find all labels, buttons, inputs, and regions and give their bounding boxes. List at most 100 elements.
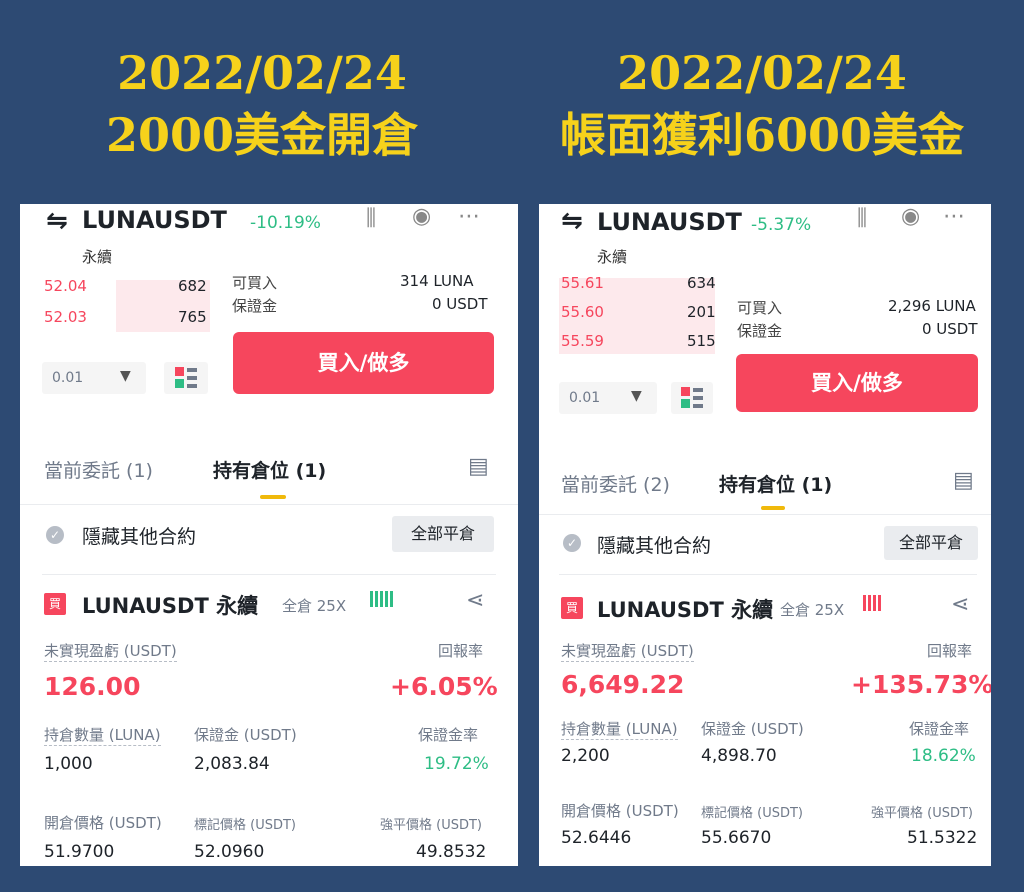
margin-ratio-label: 保證金率 (418, 726, 479, 744)
right-headline: 2022/02/24 帳面獲利6000美金 (522, 42, 1002, 166)
ask-qty: 201 (687, 303, 716, 321)
roe-value: +6.05% (390, 672, 498, 701)
tab-positions[interactable]: 持有倉位 (1) (213, 460, 327, 482)
tab-open-orders[interactable]: 當前委託 (1) (44, 460, 153, 482)
hide-other-contracts-label[interactable]: 隱藏其他合約 (82, 526, 197, 548)
settings-icon[interactable]: ◉ (901, 204, 921, 229)
depth-bar (116, 280, 210, 332)
candlestick-icon[interactable]: ⫼ (857, 206, 868, 231)
liquidation-price-value: 49.8532 (416, 842, 487, 862)
position-margin-label: 保證金 (USDT) (194, 726, 297, 744)
margin-ratio-value: 18.62% (911, 746, 976, 766)
close-all-button[interactable]: 全部平倉 (392, 516, 494, 552)
position-margin-value: 2,083.84 (194, 754, 270, 774)
unrealized-pnl-label: 未實現盈虧 (USDT) (561, 642, 694, 662)
liquidation-price-label: 強平價格 (USDT) (380, 818, 482, 833)
left-headline-date: 2022/02/24 (117, 46, 407, 100)
ask-qty: 682 (178, 277, 207, 295)
check-icon[interactable]: ✓ (563, 534, 581, 552)
entry-price-value: 51.9700 (44, 842, 115, 862)
depth-precision-select[interactable]: 0.01 ▼ (42, 362, 146, 394)
depth-precision-select[interactable]: 0.01 ▼ (559, 382, 657, 414)
position-mode: 全倉 25X (282, 597, 347, 615)
ask-price[interactable]: 55.60 (561, 303, 604, 321)
buy-long-button[interactable]: 買入/做多 (736, 354, 978, 412)
more-icon[interactable]: ⋯ (458, 204, 480, 229)
unrealized-pnl-value: 126.00 (44, 672, 141, 701)
unrealized-pnl-label: 未實現盈虧 (USDT) (44, 642, 177, 662)
margin-value: 0 USDT (922, 320, 978, 338)
left-headline-text: 2000美金開倉 (105, 108, 419, 162)
document-icon[interactable]: ▤ (468, 454, 489, 479)
left-trading-screenshot: ⇋ LUNAUSDT -10.19% 永續 ⫼ ◉ ⋯ 52.04 682 52… (20, 204, 518, 866)
chevron-down-icon: ▼ (631, 388, 642, 404)
price-change: -5.37% (751, 215, 812, 235)
entry-price-label: 開倉價格 (USDT) (44, 814, 162, 832)
margin-ratio-value: 19.72% (424, 754, 489, 774)
position-name[interactable]: LUNAUSDT 永續 (82, 594, 259, 618)
depth-precision-value: 0.01 (52, 370, 84, 386)
active-tab-indicator (260, 495, 286, 499)
mark-price-value: 52.0960 (194, 842, 265, 862)
symbol-title[interactable]: LUNAUSDT (82, 206, 227, 234)
roe-label: 回報率 (927, 642, 973, 660)
contract-type: 永續 (82, 248, 113, 266)
ask-qty: 634 (687, 274, 716, 292)
settings-icon[interactable]: ◉ (412, 204, 432, 229)
position-margin-value: 4,898.70 (701, 746, 777, 766)
buyable-value: 2,296 LUNA (888, 297, 976, 315)
orderbook-layout-icon[interactable] (164, 362, 208, 394)
right-trading-screenshot: ⇋ LUNAUSDT -5.37% 永續 ⫼ ◉ ⋯ 55.61 634 55.… (539, 204, 991, 866)
depth-bar (559, 278, 715, 354)
buy-side-tag: 買 (44, 593, 66, 615)
buy-long-button[interactable]: 買入/做多 (233, 332, 494, 394)
share-icon[interactable]: ⋖ (466, 588, 485, 613)
price-change: -10.19% (250, 213, 321, 233)
more-icon[interactable]: ⋯ (943, 204, 965, 229)
position-name[interactable]: LUNAUSDT 永續 (597, 598, 774, 622)
swap-icon[interactable]: ⇋ (46, 206, 68, 236)
tab-positions[interactable]: 持有倉位 (1) (719, 474, 833, 496)
ask-price[interactable]: 52.04 (44, 277, 87, 295)
liquidation-price-value: 51.5322 (907, 828, 978, 848)
close-all-button[interactable]: 全部平倉 (884, 526, 978, 560)
position-size-value: 2,200 (561, 746, 610, 766)
divider (20, 504, 518, 505)
share-icon[interactable]: ⋖ (951, 592, 970, 617)
swap-icon[interactable]: ⇋ (561, 206, 583, 236)
chevron-down-icon: ▼ (120, 368, 131, 384)
margin-value: 0 USDT (432, 295, 488, 313)
entry-price-label: 開倉價格 (USDT) (561, 802, 679, 820)
margin-ratio-label: 保證金率 (909, 720, 970, 738)
risk-bars-icon (370, 591, 395, 611)
ask-price[interactable]: 55.59 (561, 332, 604, 350)
candlestick-icon[interactable]: ⫼ (366, 206, 377, 231)
right-headline-text: 帳面獲利6000美金 (559, 108, 965, 162)
margin-label: 保證金 (232, 297, 278, 315)
mark-price-label: 標記價格 (USDT) (194, 818, 296, 833)
symbol-title[interactable]: LUNAUSDT (597, 208, 742, 236)
hide-other-contracts-label[interactable]: 隱藏其他合約 (597, 535, 712, 557)
depth-precision-value: 0.01 (569, 390, 601, 406)
buyable-label: 可買入 (737, 299, 783, 317)
roe-value: +135.73% (851, 670, 991, 699)
right-headline-date: 2022/02/24 (617, 46, 907, 100)
position-size-label: 持倉數量 (LUNA) (44, 726, 161, 746)
position-margin-label: 保證金 (USDT) (701, 720, 804, 738)
check-icon[interactable]: ✓ (46, 526, 64, 544)
ask-qty: 515 (687, 332, 716, 350)
ask-price[interactable]: 55.61 (561, 274, 604, 292)
position-size-value: 1,000 (44, 754, 93, 774)
buy-side-tag: 買 (561, 597, 583, 619)
document-icon[interactable]: ▤ (953, 468, 974, 493)
margin-label: 保證金 (737, 322, 783, 340)
orderbook-layout-icon[interactable] (671, 382, 713, 414)
ask-price[interactable]: 52.03 (44, 308, 87, 326)
buyable-label: 可買入 (232, 274, 278, 292)
divider (559, 574, 977, 575)
buyable-value: 314 LUNA (400, 272, 474, 290)
ask-qty: 765 (178, 308, 207, 326)
mark-price-label: 標記價格 (USDT) (701, 806, 803, 821)
tab-open-orders[interactable]: 當前委託 (2) (561, 474, 670, 496)
divider (539, 514, 991, 515)
